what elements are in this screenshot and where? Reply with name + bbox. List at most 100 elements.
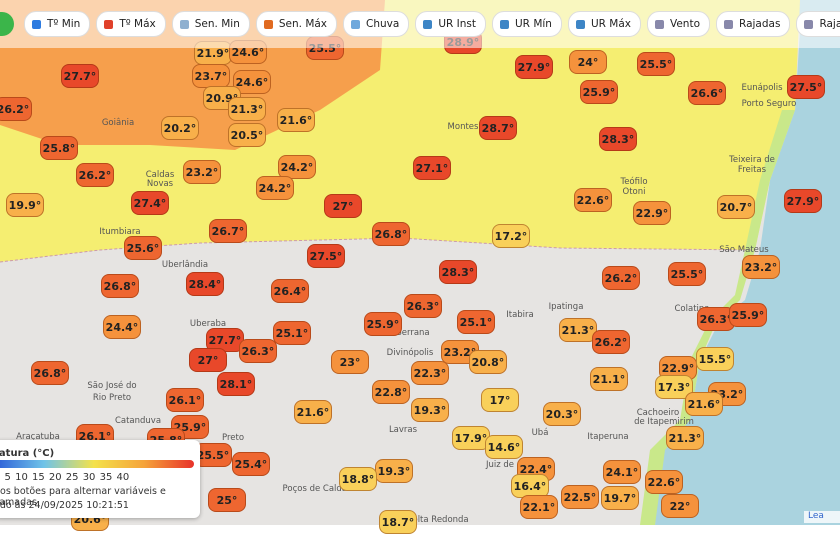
temperature-marker[interactable]: 22.6° <box>574 188 612 212</box>
temperature-marker[interactable]: 20.7° <box>717 195 755 219</box>
temperature-marker[interactable]: 20.3° <box>543 402 581 426</box>
button-icon <box>804 19 814 29</box>
temperature-marker[interactable]: 27° <box>324 194 362 218</box>
temperature-marker[interactable]: 26.7° <box>209 219 247 243</box>
temperature-marker[interactable]: 26.8° <box>101 274 139 298</box>
toolbar-button[interactable]: Tº Máx <box>96 11 166 37</box>
temperature-marker[interactable]: 26.2° <box>602 266 640 290</box>
temperature-marker[interactable]: 24.1° <box>603 460 641 484</box>
temperature-marker[interactable]: 26.6° <box>688 81 726 105</box>
temperature-marker[interactable]: 25.9° <box>580 80 618 104</box>
place-label: Volta Redonda <box>407 515 469 525</box>
temperature-marker[interactable]: 27° <box>189 348 227 372</box>
temperature-marker[interactable]: 23° <box>331 350 369 374</box>
temperature-marker[interactable]: 15.5° <box>696 347 734 371</box>
temperature-marker[interactable]: 25.9° <box>729 303 767 327</box>
temperature-marker[interactable]: 27.7° <box>61 64 99 88</box>
temperature-marker[interactable]: 25.5° <box>194 443 232 467</box>
temperature-marker[interactable]: 25.4° <box>232 452 270 476</box>
temperature-marker[interactable]: 20.2° <box>161 116 199 140</box>
temperature-marker[interactable]: 21.6° <box>277 108 315 132</box>
temperature-marker[interactable]: 28.7° <box>479 116 517 140</box>
temperature-marker[interactable]: 26.3° <box>697 307 735 331</box>
temperature-marker[interactable]: 26.2° <box>76 163 114 187</box>
temperature-marker[interactable]: 24.2° <box>278 155 316 179</box>
temperature-marker[interactable]: 25.6° <box>124 236 162 260</box>
temperature-marker[interactable]: 21.1° <box>590 367 628 391</box>
toolbar-button[interactable]: Chuva <box>343 11 410 37</box>
toolbar-button[interactable]: Sen. Máx <box>255 11 338 37</box>
temperature-marker[interactable]: 27.9° <box>784 189 822 213</box>
temperature-marker[interactable]: 23.2° <box>742 255 780 279</box>
temperature-marker[interactable]: 26.3° <box>404 294 442 318</box>
temperature-marker[interactable]: 18.8° <box>339 467 377 491</box>
toolbar-button[interactable]: Sen. Min <box>171 11 250 37</box>
temperature-marker[interactable]: 26.8° <box>372 222 410 246</box>
temperature-marker[interactable]: 21.6° <box>685 392 723 416</box>
temperature-marker[interactable]: 25.1° <box>457 310 495 334</box>
temperature-marker[interactable]: 26.4° <box>271 279 309 303</box>
temperature-marker[interactable]: 23.2° <box>183 160 221 184</box>
temperature-marker[interactable]: 25.5° <box>637 52 675 76</box>
temperature-marker[interactable]: 22.9° <box>633 201 671 225</box>
toolbar-button[interactable]: UR Inst <box>415 11 486 37</box>
temperature-marker[interactable]: 22.5° <box>561 485 599 509</box>
temperature-marker[interactable]: 24.4° <box>103 315 141 339</box>
attribution[interactable]: Lea <box>804 511 840 523</box>
temperature-marker[interactable]: 21.3° <box>559 318 597 342</box>
temperature-marker[interactable]: 22.6° <box>645 470 683 494</box>
temperature-marker[interactable]: 25.5° <box>668 262 706 286</box>
temperature-marker[interactable]: 24° <box>569 50 607 74</box>
temperature-marker[interactable]: 24.2° <box>256 176 294 200</box>
temperature-marker[interactable]: 26.2° <box>0 97 32 121</box>
toolbar-button[interactable]: Vento <box>646 11 711 37</box>
temperature-marker[interactable]: 26.8° <box>31 361 69 385</box>
temperature-marker[interactable]: 21.3° <box>228 97 266 121</box>
temperature-marker[interactable]: 26.1° <box>166 388 204 412</box>
temperature-marker[interactable]: 28.3° <box>439 260 477 284</box>
temperature-marker[interactable]: 26.3° <box>239 339 277 363</box>
temperature-marker[interactable]: 22.9° <box>659 356 697 380</box>
temperature-marker[interactable]: 17° <box>481 388 519 412</box>
toolbar-button[interactable]: UR Máx <box>567 11 641 37</box>
temperature-marker[interactable]: 19.9° <box>6 193 44 217</box>
place-label: Uberlândia <box>161 260 209 270</box>
temperature-marker[interactable]: 21.3° <box>666 426 704 450</box>
temperature-marker[interactable]: 17.2° <box>492 224 530 248</box>
temperature-marker[interactable]: 19.3° <box>375 459 413 483</box>
toolbar-button[interactable]: Rajadas Max <box>796 11 840 37</box>
temperature-marker[interactable]: 26.2° <box>592 330 630 354</box>
temperature-marker[interactable]: 19.7° <box>601 486 639 510</box>
temperature-marker[interactable]: 27.1° <box>413 156 451 180</box>
temperature-marker[interactable]: 28.4° <box>186 272 224 296</box>
temperature-marker[interactable]: 20.8° <box>469 350 507 374</box>
temperature-marker[interactable]: 28.3° <box>599 127 637 151</box>
temperature-marker[interactable]: 25.1° <box>273 321 311 345</box>
temperature-marker[interactable]: 21.6° <box>294 400 332 424</box>
temperature-marker[interactable]: 16.4° <box>511 474 549 498</box>
temperature-marker[interactable]: 18.7° <box>379 510 417 534</box>
temperature-marker[interactable]: 27.9° <box>515 55 553 79</box>
temperature-marker[interactable]: 22.8° <box>372 380 410 404</box>
place-label: Goiânia <box>101 118 135 128</box>
temperature-marker[interactable]: 25.8° <box>40 136 78 160</box>
temperature-marker[interactable]: 20.5° <box>228 123 266 147</box>
toolbar-button[interactable]: Tº Min <box>24 11 91 37</box>
temperature-marker[interactable]: 27.4° <box>131 191 169 215</box>
temperature-marker[interactable]: 19.3° <box>411 398 449 422</box>
temperature-marker[interactable]: 22.1° <box>520 495 558 519</box>
toolbar-button[interactable]: UR Mín <box>492 11 562 37</box>
temperature-marker[interactable]: 14.6° <box>485 435 523 459</box>
temperature-marker[interactable]: 23.7° <box>192 64 230 88</box>
temperature-marker[interactable]: 27.5° <box>787 75 825 99</box>
temperature-marker[interactable]: 28.1° <box>217 372 255 396</box>
temperature-marker[interactable]: 22.3° <box>411 361 449 385</box>
place-label: Divinópolis <box>386 348 434 358</box>
temperature-marker[interactable]: 25.9° <box>364 312 402 336</box>
toolbar-button[interactable]: Rajadas <box>716 11 791 37</box>
temperature-marker[interactable]: 27.7° <box>206 328 244 352</box>
temperature-marker[interactable]: 25° <box>208 488 246 512</box>
temperature-marker[interactable]: 17.9° <box>452 426 490 450</box>
temperature-marker[interactable]: 22° <box>661 494 699 518</box>
temperature-marker[interactable]: 27.5° <box>307 244 345 268</box>
